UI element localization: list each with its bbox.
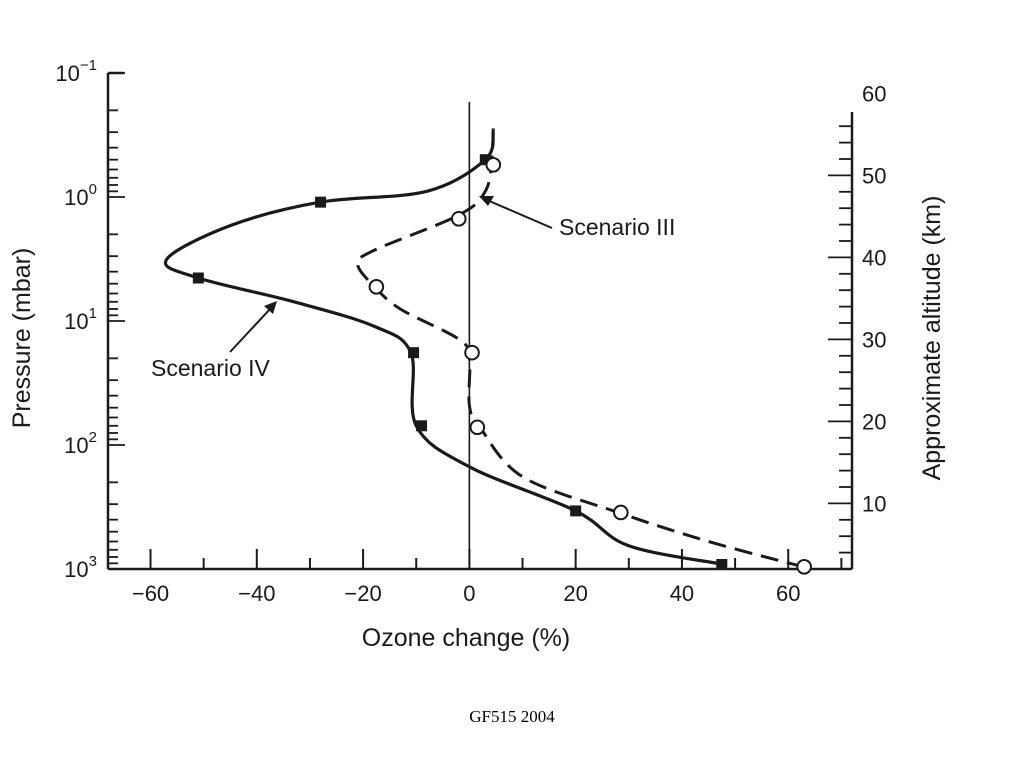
y-tick-label: 10−1: [55, 57, 97, 86]
y-tick-exponent: 1: [89, 305, 97, 322]
alt-tick-label: 40: [862, 245, 886, 270]
x-tick-label: −60: [132, 581, 169, 606]
y-tick-base: 10: [64, 309, 88, 334]
marker-square: [315, 196, 327, 208]
y-tick-exponent: 3: [89, 553, 97, 570]
label-layer: Ozone change (%) Pressure (mbar) Approxima…: [8, 196, 946, 652]
right-axis-title: Approximate altitude (km): [918, 196, 946, 481]
x-tick-label: 20: [563, 581, 587, 606]
series-line-scenario-iv: [163, 131, 725, 567]
alt-tick-label: 30: [862, 327, 886, 352]
annotation-arrow-scenario-iii: [486, 199, 553, 229]
x-tick-label: 40: [670, 581, 694, 606]
x-tick-label: −20: [344, 581, 381, 606]
y-tick-label: 100: [64, 181, 97, 210]
ticks: −60 −40 −20 0 20 40 6010−110010110210310203040…: [55, 57, 886, 606]
marker-square: [192, 272, 204, 284]
marker-layer: [192, 154, 812, 575]
y-tick-base: 10: [64, 557, 88, 582]
marker-circle: [450, 211, 467, 227]
footer-caption: GF515 2004: [469, 707, 555, 726]
annotation-scenario-iv: Scenario IV: [151, 355, 271, 381]
y-tick-base: 10: [55, 61, 79, 86]
left-axis-title: Pressure (mbar): [8, 248, 36, 429]
marker-square: [408, 347, 420, 359]
marker-square: [479, 154, 491, 166]
marker-circle: [613, 504, 629, 521]
y-tick-base: 10: [64, 185, 88, 210]
alt-tick-label: 20: [862, 409, 886, 434]
marker-circle: [464, 344, 480, 361]
y-tick-label: 102: [64, 429, 97, 458]
y-tick-label: 101: [64, 305, 97, 334]
x-tick-label: −40: [238, 581, 275, 606]
marker-circle: [796, 559, 812, 575]
alt-tick-label: 60: [862, 81, 886, 106]
x-tick-label: 0: [463, 581, 475, 606]
marker-circle: [485, 157, 502, 173]
marker-square: [716, 559, 728, 571]
series-layer: [163, 128, 800, 568]
axes: [106, 71, 854, 571]
annotation-arrow-scenario-iv: [229, 307, 272, 353]
alt-tick-label: 10: [862, 491, 886, 516]
marker-circle: [368, 279, 385, 295]
marker-circle: [469, 419, 486, 436]
annotation-arrowhead-scenario-iii: [479, 196, 494, 206]
x-axis-title: Ozone change (%): [362, 624, 570, 652]
y-tick-exponent: 2: [89, 429, 97, 446]
marker-square: [570, 505, 582, 517]
y-tick-exponent: −1: [80, 57, 97, 74]
x-tick-label: 60: [776, 581, 800, 606]
y-tick-label: 103: [64, 553, 97, 582]
marker-square: [416, 420, 428, 432]
annotation-scenario-iii: Scenario III: [559, 214, 675, 240]
alt-tick-label: 50: [862, 163, 886, 188]
y-tick-base: 10: [64, 433, 88, 458]
series-line-scenario-iii: [356, 128, 800, 568]
annotation-arrowhead-scenario-iv: [264, 301, 277, 314]
y-tick-exponent: 0: [89, 181, 97, 198]
